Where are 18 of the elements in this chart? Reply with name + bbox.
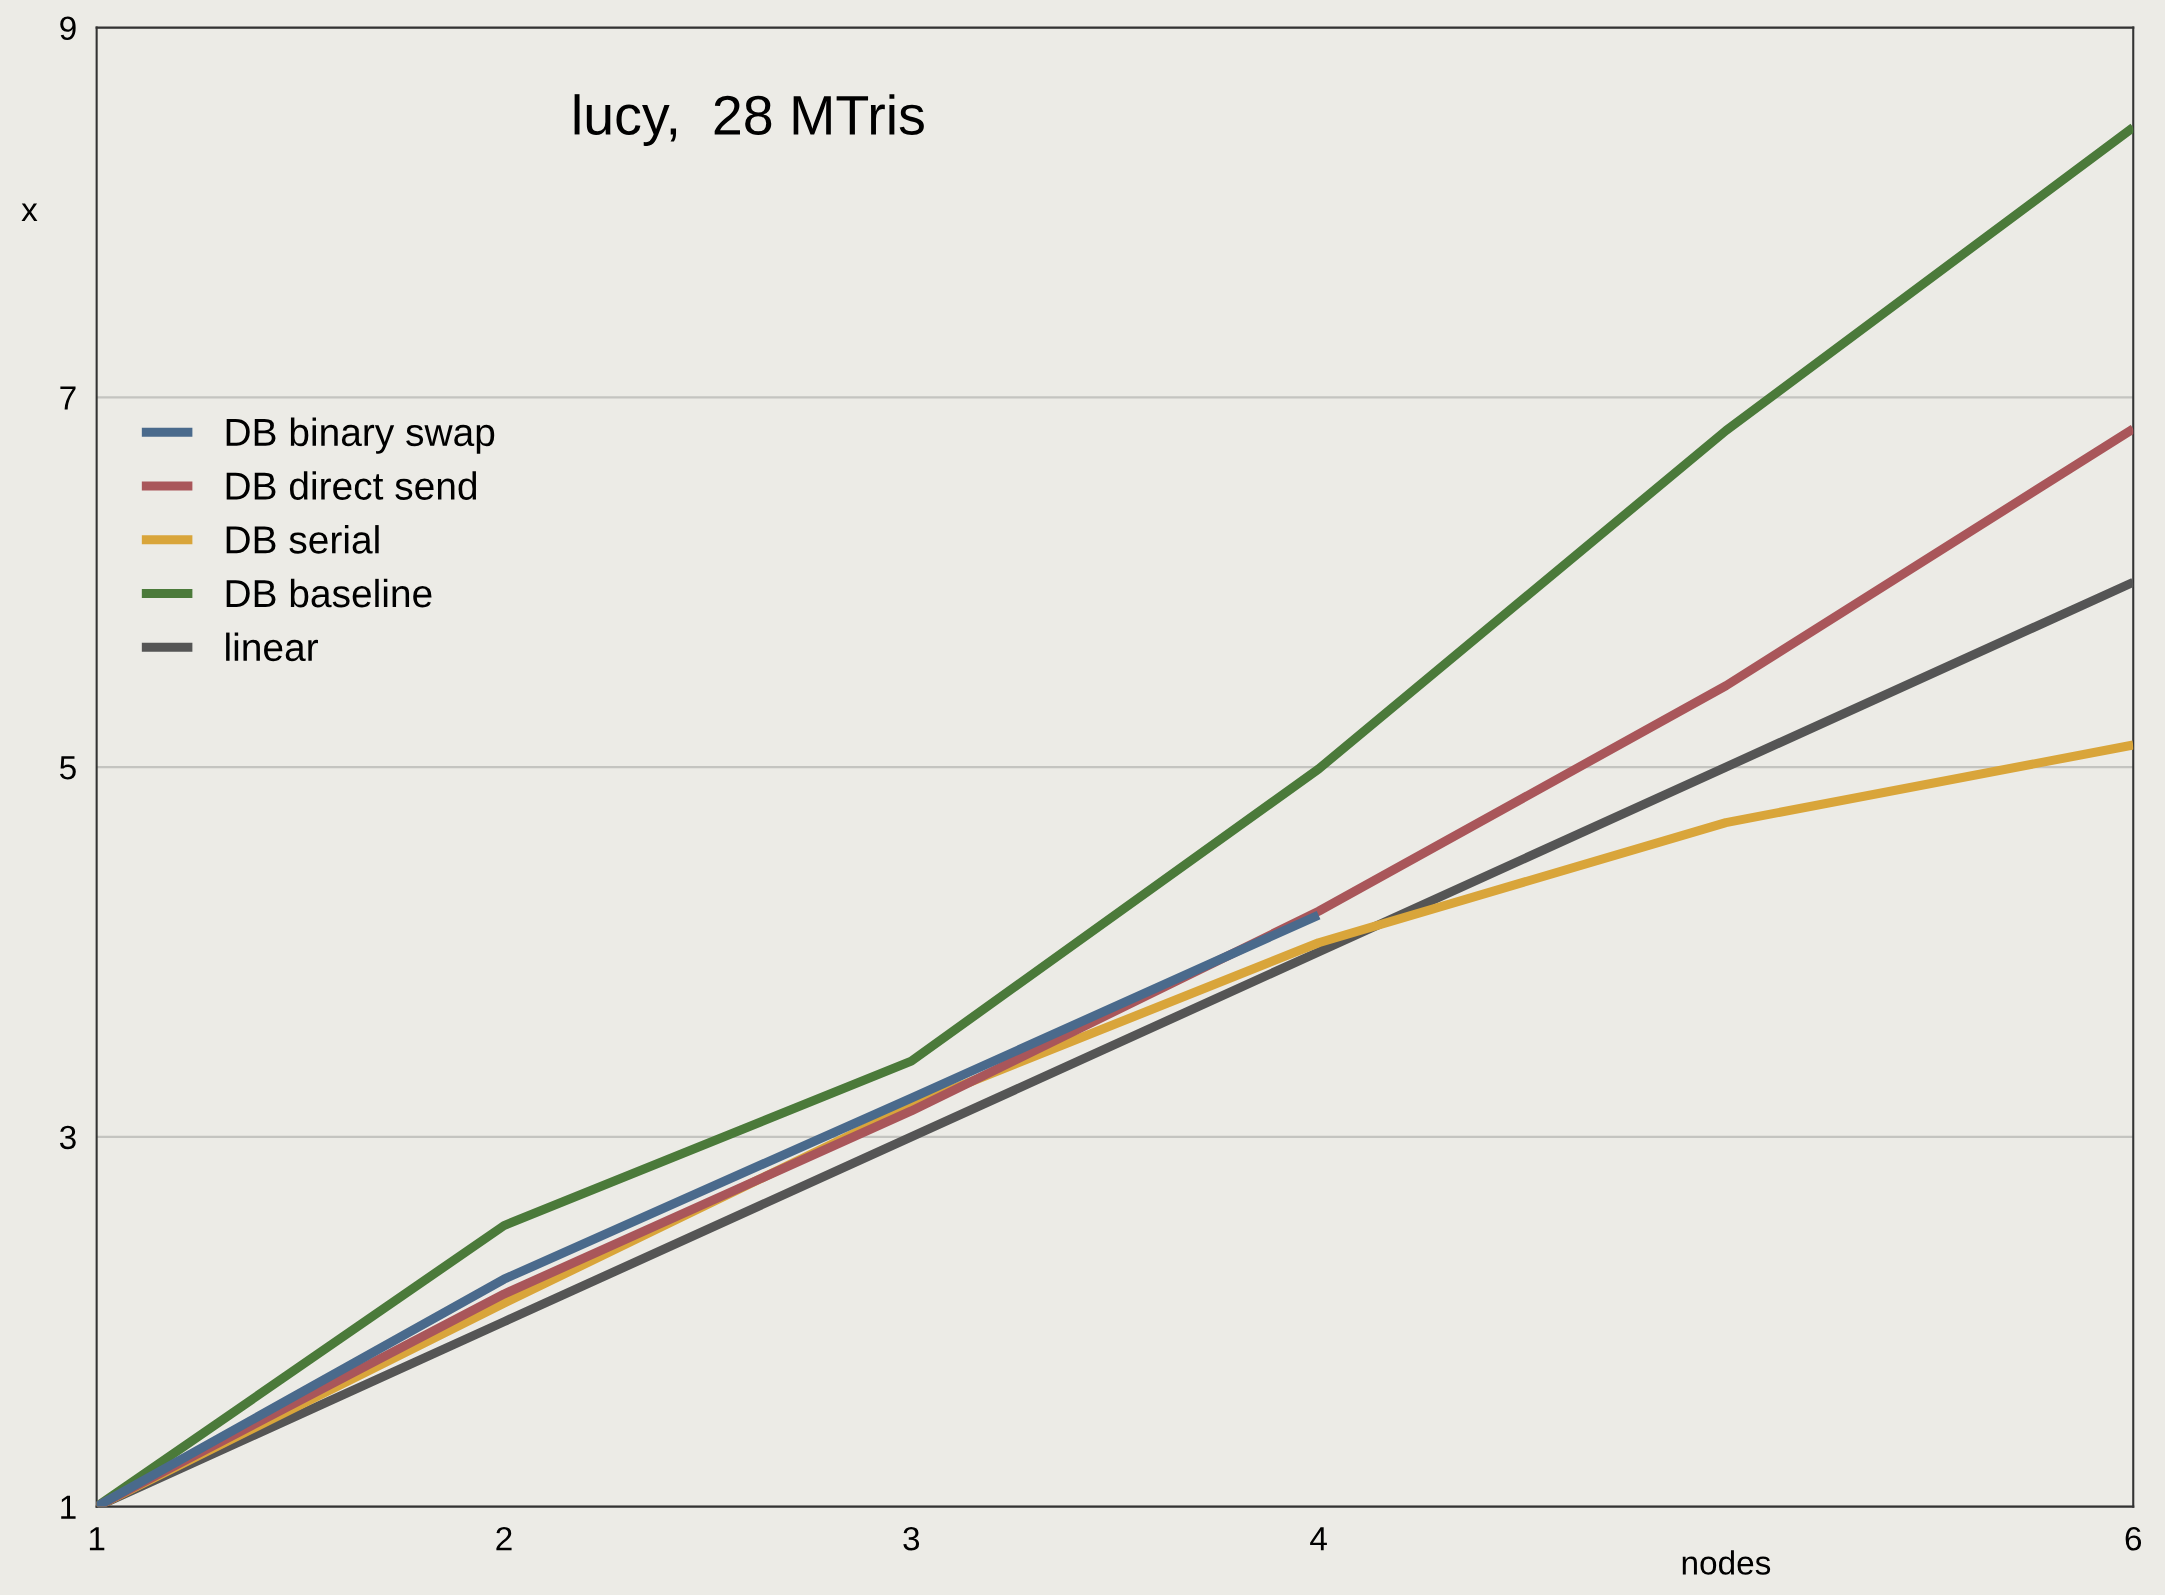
legend-label: DB serial <box>226 525 379 554</box>
y-tick-label: 7 <box>60 386 76 410</box>
x-tick-label: 2 <box>496 1526 512 1551</box>
x-tick-label: 1 <box>89 1527 105 1551</box>
y-tick-label: 1 <box>61 1495 76 1519</box>
legend-label: DB binary swap <box>226 417 495 454</box>
legend-label: DB direct send <box>226 471 477 500</box>
y-tick-label: 5 <box>60 756 76 780</box>
y-axis-title: x <box>21 203 38 222</box>
x-tick-label: 3 <box>903 1526 920 1551</box>
x-tick-label: 6 <box>2125 1526 2142 1551</box>
y-tick-label: 9 <box>60 16 76 41</box>
legend-label: linear <box>226 632 318 662</box>
x-tick-label: 4 <box>1310 1527 1327 1551</box>
text: lucy, 28 MTris <box>574 94 924 146</box>
legend-label: DB baseline <box>226 578 432 608</box>
y-tick-label: 3 <box>59 1125 76 1150</box>
x-axis-title: nodes <box>1682 1550 1771 1575</box>
